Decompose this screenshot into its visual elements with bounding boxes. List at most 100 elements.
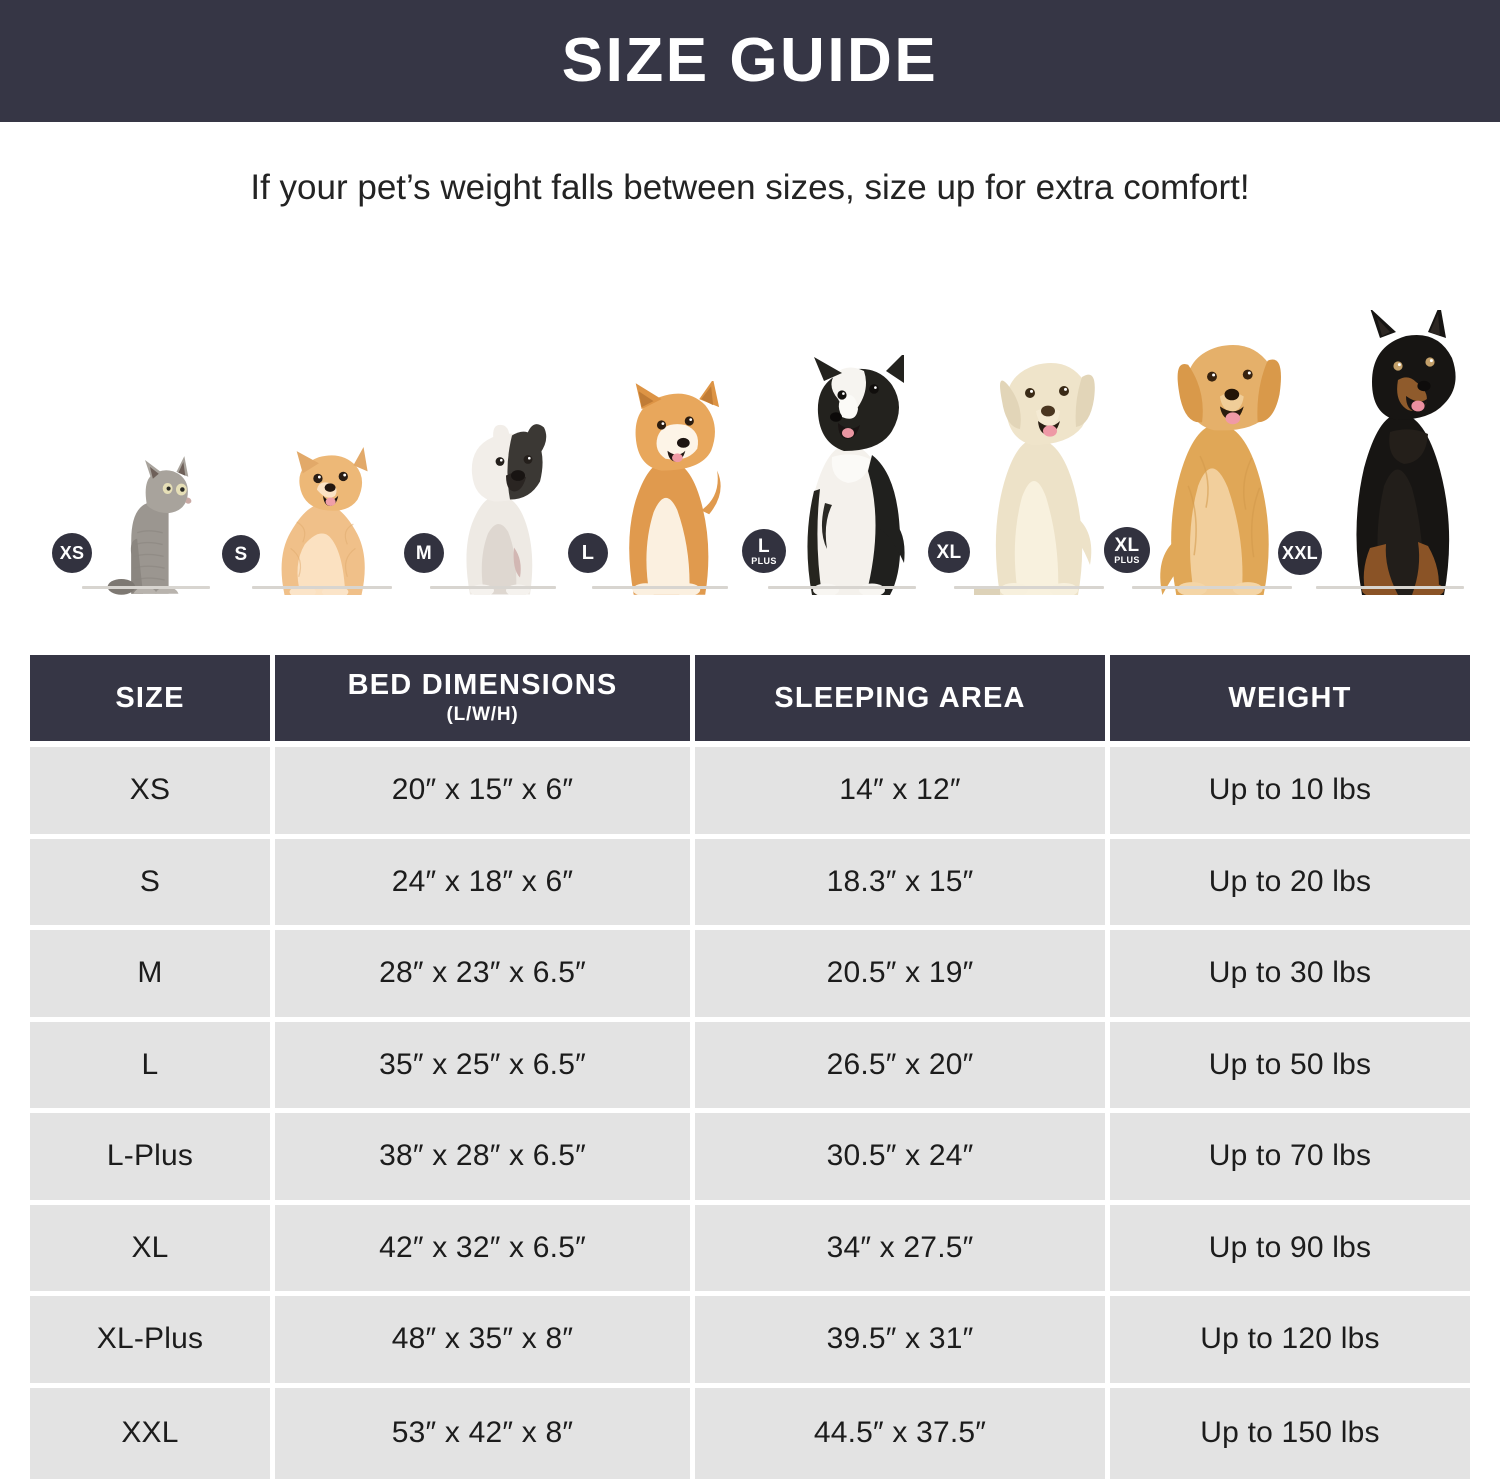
table-row: XL 42″ x 32″ x 6.5″ 34″ x 27.5″ Up to 90 lb…	[30, 1205, 1470, 1297]
table-cell-size-text: S	[140, 865, 160, 899]
table-cell-size-text: XL	[131, 1231, 168, 1265]
table-cell-sleeping-area: 14″ x 12″	[695, 747, 1110, 839]
table-cell-size-text: XS	[130, 773, 170, 807]
table-cell-bed-dimensions-text: 38″ x 28″ x 6.5″	[379, 1139, 586, 1173]
animal-illustration-yellow-labrador-sitting	[958, 345, 1098, 595]
table-cell-bed-dimensions-text: 20″ x 15″ x 6″	[392, 773, 573, 807]
ground-line	[82, 586, 210, 589]
table-row: XL-Plus 48″ x 35″ x 8″ 39.5″ x 31″ Up to 12…	[30, 1296, 1470, 1388]
table-cell-weight-text: Up to 50 lbs	[1209, 1048, 1372, 1082]
table-row: M 28″ x 23″ x 6.5″ 20.5″ x 19″ Up to 30 lbs	[30, 930, 1470, 1022]
table-cell-bed-dimensions-text: 53″ x 42″ x 8″	[392, 1416, 573, 1450]
header-banner: SIZE GUIDE	[0, 0, 1500, 122]
table-cell-bed-dimensions: 42″ x 32″ x 6.5″	[275, 1205, 695, 1297]
table-cell-bed-dimensions: 20″ x 15″ x 6″	[275, 747, 695, 839]
ground-line	[252, 586, 392, 589]
table-row: L-Plus 38″ x 28″ x 6.5″ 30.5″ x 24″ Up to 7…	[30, 1113, 1470, 1205]
size-badge-main-label: XS	[60, 544, 85, 562]
table-cell-weight-text: Up to 30 lbs	[1209, 956, 1372, 990]
size-badge-l: L	[568, 533, 608, 573]
size-badge-main-label: L	[758, 537, 770, 556]
table-cell-sleeping-area: 18.3″ x 15″	[695, 839, 1110, 931]
table-cell-bed-dimensions: 48″ x 35″ x 8″	[275, 1296, 695, 1388]
ground-line	[1316, 586, 1464, 589]
size-badge-xl: XL	[928, 531, 970, 573]
table-cell-bed-dimensions: 38″ x 28″ x 6.5″	[275, 1113, 695, 1205]
table-cell-size-text: M	[137, 956, 162, 990]
table-cell-sleeping-area: 39.5″ x 31″	[695, 1296, 1110, 1388]
table-cell-size: L-Plus	[30, 1113, 275, 1205]
table-cell-weight-text: Up to 150 lbs	[1200, 1416, 1379, 1450]
table-cell-sleeping-area: 26.5″ x 20″	[695, 1022, 1110, 1114]
table-cell-size: L	[30, 1022, 275, 1114]
table-cell-size-text: L-Plus	[107, 1139, 193, 1173]
table-cell-weight: Up to 90 lbs	[1110, 1205, 1470, 1297]
animal-illustration-pomeranian-dog-sitting	[256, 443, 388, 595]
ground-line	[592, 586, 728, 589]
page-title: SIZE GUIDE	[562, 30, 938, 92]
table-cell-weight-text: Up to 10 lbs	[1209, 773, 1372, 807]
size-badge-xs: XS	[52, 533, 92, 573]
ground-line	[954, 586, 1104, 589]
column-header-sleeping-area-label: SLEEPING AREA	[774, 683, 1025, 713]
column-header-weight: WEIGHT	[1110, 655, 1470, 747]
table-row: XS 20″ x 15″ x 6″ 14″ x 12″ Up to 10 lbs	[30, 747, 1470, 839]
table-cell-size-text: XL-Plus	[97, 1322, 203, 1356]
table-cell-bed-dimensions: 28″ x 23″ x 6.5″	[275, 930, 695, 1022]
table-cell-size: XS	[30, 747, 275, 839]
table-cell-bed-dimensions-text: 48″ x 35″ x 8″	[392, 1322, 573, 1356]
table-cell-weight-text: Up to 90 lbs	[1209, 1231, 1372, 1265]
size-guide-page: SIZE GUIDE If your pet’s weight falls be…	[0, 0, 1500, 1416]
table-cell-weight-text: Up to 70 lbs	[1209, 1139, 1372, 1173]
table-cell-size: XXL	[30, 1388, 275, 1479]
animal-illustration-doberman-sitting	[1320, 310, 1460, 595]
table-cell-bed-dimensions-text: 28″ x 23″ x 6.5″	[379, 956, 586, 990]
table-cell-weight: Up to 30 lbs	[1110, 930, 1470, 1022]
size-badge-main-label: XL	[937, 543, 962, 562]
size-badge-main-label: L	[582, 543, 595, 563]
table-cell-sleeping-area-text: 39.5″ x 31″	[827, 1322, 974, 1356]
table-cell-weight: Up to 150 lbs	[1110, 1388, 1470, 1479]
table-cell-sleeping-area: 20.5″ x 19″	[695, 930, 1110, 1022]
table-cell-size: M	[30, 930, 275, 1022]
table-cell-bed-dimensions-text: 42″ x 32″ x 6.5″	[379, 1231, 586, 1265]
table-cell-bed-dimensions: 24″ x 18″ x 6″	[275, 839, 695, 931]
table-cell-size-text: L	[142, 1048, 159, 1082]
table-cell-sleeping-area: 34″ x 27.5″	[695, 1205, 1110, 1297]
animal-illustration-golden-retriever-sitting	[1136, 327, 1286, 595]
table-body: XS 20″ x 15″ x 6″ 14″ x 12″ Up to 10 lbs S 24…	[30, 747, 1470, 1479]
table-row: S 24″ x 18″ x 6″ 18.3″ x 15″ Up to 20 lbs	[30, 839, 1470, 931]
table-cell-bed-dimensions-text: 35″ x 25″ x 6.5″	[379, 1048, 586, 1082]
size-badge-main-label: S	[235, 545, 248, 564]
size-badge-main-label: XL	[1115, 536, 1140, 555]
subtitle-text: If your pet’s weight falls between sizes…	[0, 168, 1500, 208]
table-cell-sleeping-area-text: 20.5″ x 19″	[827, 956, 974, 990]
table-cell-size: XL	[30, 1205, 275, 1297]
table-cell-bed-dimensions-text: 24″ x 18″ x 6″	[392, 865, 573, 899]
size-badge-xxl: XXL	[1278, 531, 1322, 575]
column-header-size: SIZE	[30, 655, 275, 747]
size-badge-m: M	[404, 533, 444, 573]
column-header-size-label: SIZE	[115, 683, 184, 713]
table-cell-sleeping-area-text: 44.5″ x 37.5″	[814, 1416, 986, 1450]
column-header-bed-dimensions: BED DIMENSIONS (L/W/H)	[275, 655, 695, 747]
size-badge-s: S	[222, 535, 260, 573]
size-badge-sub-label: PLUS	[751, 557, 777, 566]
table-cell-sleeping-area-text: 18.3″ x 15″	[827, 865, 974, 899]
table-cell-bed-dimensions: 35″ x 25″ x 6.5″	[275, 1022, 695, 1114]
size-badge-main-label: XXL	[1282, 544, 1318, 562]
animal-illustration-border-collie-sitting	[772, 355, 912, 595]
table-cell-weight-text: Up to 20 lbs	[1209, 865, 1372, 899]
table-cell-weight: Up to 10 lbs	[1110, 747, 1470, 839]
table-row: L 35″ x 25″ x 6.5″ 26.5″ x 20″ Up to 50 lbs	[30, 1022, 1470, 1114]
table-cell-weight: Up to 70 lbs	[1110, 1113, 1470, 1205]
table-cell-weight-text: Up to 120 lbs	[1200, 1322, 1379, 1356]
table-cell-sleeping-area-text: 30.5″ x 24″	[827, 1139, 974, 1173]
table-cell-weight: Up to 50 lbs	[1110, 1022, 1470, 1114]
table-cell-sleeping-area-text: 26.5″ x 20″	[827, 1048, 974, 1082]
table-cell-sleeping-area-text: 14″ x 12″	[839, 773, 960, 807]
table-cell-size: S	[30, 839, 275, 931]
animal-illustration-french-bulldog-sitting	[434, 419, 554, 595]
